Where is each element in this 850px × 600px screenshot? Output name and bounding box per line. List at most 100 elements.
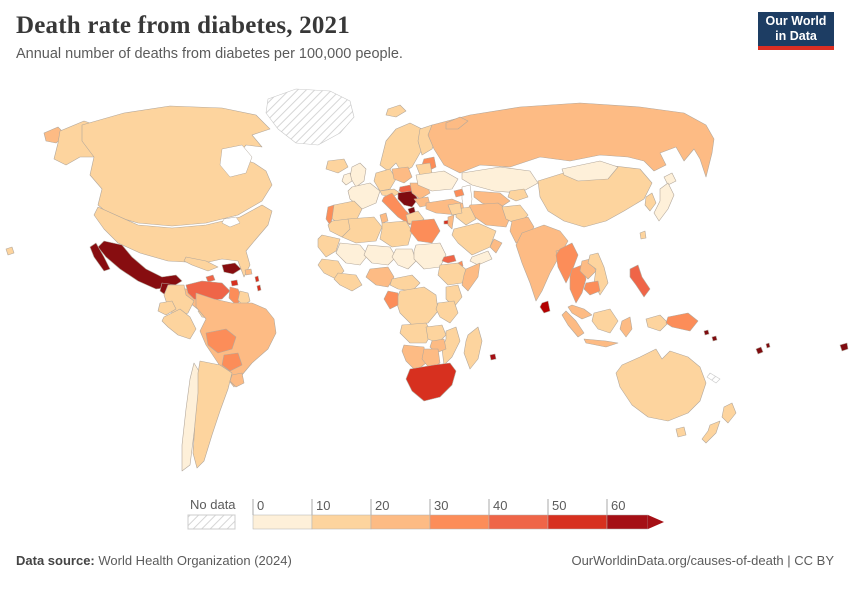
country-south-africa[interactable] (405, 362, 457, 402)
country-mali[interactable] (335, 242, 369, 266)
country-tasmania[interactable] (675, 426, 687, 438)
country-borneo[interactable] (591, 308, 619, 334)
country-kyrgyzstan-tajikistan[interactable] (507, 188, 529, 202)
country-paraguay[interactable] (221, 352, 243, 372)
country-somalia[interactable] (461, 262, 481, 292)
country-oman[interactable] (489, 238, 503, 254)
country-new-zealand-north[interactable] (721, 402, 737, 424)
country-sri-lanka[interactable] (539, 300, 551, 314)
legend-bin-60-plus[interactable] (606, 514, 649, 530)
country-saudi-arabia[interactable] (451, 222, 497, 256)
country-egypt[interactable] (409, 218, 441, 244)
country-brazil[interactable] (195, 292, 277, 388)
country-solomon-islands-1[interactable] (703, 329, 710, 336)
country-myanmar[interactable] (555, 242, 579, 284)
page-title: Death rate from diabetes, 2021 (16, 12, 350, 39)
country-ukraine[interactable] (415, 170, 459, 192)
country-lesser-antilles-2[interactable] (256, 284, 262, 292)
country-ethiopia[interactable] (437, 262, 469, 286)
country-puerto-rico[interactable] (244, 268, 253, 276)
country-fiji-2[interactable] (765, 342, 771, 349)
country-cambodia[interactable] (583, 280, 601, 296)
country-argentina[interactable] (192, 360, 233, 469)
country-japan-hokkaido[interactable] (663, 172, 677, 186)
legend-bin-50-60[interactable] (547, 514, 608, 530)
country-syria[interactable] (447, 202, 463, 216)
country-nigeria[interactable] (365, 266, 395, 288)
data-source-value: World Health Organization (2024) (94, 553, 292, 568)
no-data-swatch[interactable] (187, 514, 236, 530)
country-svalbard[interactable] (385, 104, 407, 118)
country-angola[interactable] (399, 322, 433, 344)
country-germany[interactable] (373, 168, 397, 192)
country-trinidad[interactable] (230, 279, 239, 287)
country-mongolia[interactable] (561, 160, 619, 182)
country-new-zealand-south[interactable] (701, 420, 721, 444)
legend-bin-20-30[interactable] (370, 514, 431, 530)
country-uruguay[interactable] (229, 372, 245, 388)
country-mozambique[interactable] (441, 326, 461, 366)
country-peru[interactable] (161, 308, 197, 340)
country-hawaii[interactable] (5, 246, 15, 256)
country-taiwan[interactable] (639, 230, 647, 240)
country-japan[interactable] (653, 182, 675, 222)
country-mexico[interactable] (97, 240, 183, 290)
country-philippines[interactable] (629, 264, 651, 298)
country-vietnam[interactable] (587, 252, 609, 296)
country-algeria[interactable] (341, 216, 383, 244)
country-tunisia[interactable] (379, 212, 389, 224)
country-niger[interactable] (363, 244, 397, 266)
country-zambia[interactable] (425, 324, 447, 344)
country-kazakhstan[interactable] (461, 166, 539, 194)
country-indonesia-java[interactable] (583, 338, 619, 348)
country-lesser-antilles-1[interactable] (254, 275, 260, 283)
country-canada[interactable] (81, 105, 273, 227)
country-jamaica[interactable] (205, 274, 216, 283)
country-poland[interactable] (391, 166, 413, 184)
country-dr-congo[interactable] (395, 286, 439, 326)
legend-bin-10-20[interactable] (311, 514, 372, 530)
country-iceland[interactable] (325, 158, 349, 174)
country-solomon-islands-2[interactable] (711, 335, 718, 342)
country-jordan-israel[interactable] (447, 214, 455, 230)
country-united-kingdom[interactable] (349, 162, 367, 188)
country-madagascar[interactable] (463, 326, 483, 370)
country-fiji-1[interactable] (755, 346, 764, 355)
country-ecuador[interactable] (157, 300, 177, 316)
country-papua-new-guinea[interactable] (665, 312, 699, 332)
country-australia[interactable] (615, 348, 707, 422)
country-new-caledonia[interactable] (706, 372, 721, 384)
country-ivory-coast-ghana[interactable] (333, 272, 363, 292)
country-france[interactable] (347, 182, 381, 210)
country-russia[interactable] (427, 102, 715, 178)
country-ireland[interactable] (341, 172, 353, 186)
country-fiji-wrap[interactable] (839, 342, 849, 352)
legend-bin-30-40[interactable] (429, 514, 490, 530)
country-indonesia-sumatra[interactable] (561, 310, 585, 338)
country-cuba[interactable] (183, 256, 219, 272)
country-mauritius[interactable] (489, 353, 497, 361)
country-bolivia[interactable] (205, 328, 237, 354)
country-eritrea[interactable] (441, 254, 457, 264)
country-libya[interactable] (379, 220, 413, 248)
country-indonesia-papua[interactable] (645, 314, 669, 332)
country-chad[interactable] (391, 248, 417, 270)
country-novaya-zemlya[interactable] (445, 116, 469, 130)
credit-link[interactable]: OurWorldinData.org/causes-of-death | CC … (571, 553, 834, 568)
country-india[interactable] (515, 224, 569, 302)
country-caucasus[interactable] (453, 188, 465, 198)
legend-bin-0-10[interactable] (252, 514, 313, 530)
country-tanzania[interactable] (435, 300, 459, 324)
country-sudan[interactable] (413, 242, 447, 270)
country-gabon-congo[interactable] (383, 290, 399, 310)
legend-bin-40-50[interactable] (488, 514, 549, 530)
country-switzerland-austria[interactable] (379, 188, 401, 198)
country-haiti-dominican-republic[interactable] (221, 262, 242, 275)
country-greenland[interactable] (265, 88, 355, 146)
country-korea[interactable] (644, 192, 657, 212)
country-indonesia-sulawesi[interactable] (619, 316, 633, 338)
country-malaysia[interactable] (567, 304, 593, 320)
country-yemen[interactable] (469, 250, 493, 266)
country-mauritania[interactable] (317, 234, 341, 258)
country-mexico-baja[interactable] (89, 242, 111, 272)
